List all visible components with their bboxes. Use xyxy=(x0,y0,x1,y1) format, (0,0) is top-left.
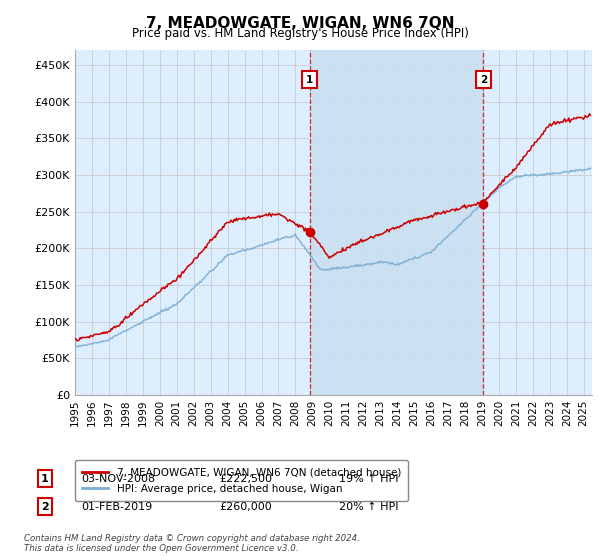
Text: 01-FEB-2019: 01-FEB-2019 xyxy=(81,502,152,512)
Text: £222,500: £222,500 xyxy=(219,474,272,484)
Text: 2: 2 xyxy=(41,502,49,512)
Text: £260,000: £260,000 xyxy=(219,502,272,512)
Text: 1: 1 xyxy=(306,74,313,85)
Text: 19% ↑ HPI: 19% ↑ HPI xyxy=(339,474,398,484)
Text: 20% ↑ HPI: 20% ↑ HPI xyxy=(339,502,398,512)
Bar xyxy=(310,50,484,395)
Text: 1: 1 xyxy=(41,474,49,484)
Text: Price paid vs. HM Land Registry's House Price Index (HPI): Price paid vs. HM Land Registry's House … xyxy=(131,27,469,40)
Text: 2: 2 xyxy=(480,74,487,85)
Text: 03-NOV-2008: 03-NOV-2008 xyxy=(81,474,155,484)
Legend: 7, MEADOWGATE, WIGAN, WN6 7QN (detached house), HPI: Average price, detached hou: 7, MEADOWGATE, WIGAN, WN6 7QN (detached … xyxy=(75,460,409,501)
Text: 7, MEADOWGATE, WIGAN, WN6 7QN: 7, MEADOWGATE, WIGAN, WN6 7QN xyxy=(146,16,454,31)
Text: Contains HM Land Registry data © Crown copyright and database right 2024.
This d: Contains HM Land Registry data © Crown c… xyxy=(24,534,360,553)
